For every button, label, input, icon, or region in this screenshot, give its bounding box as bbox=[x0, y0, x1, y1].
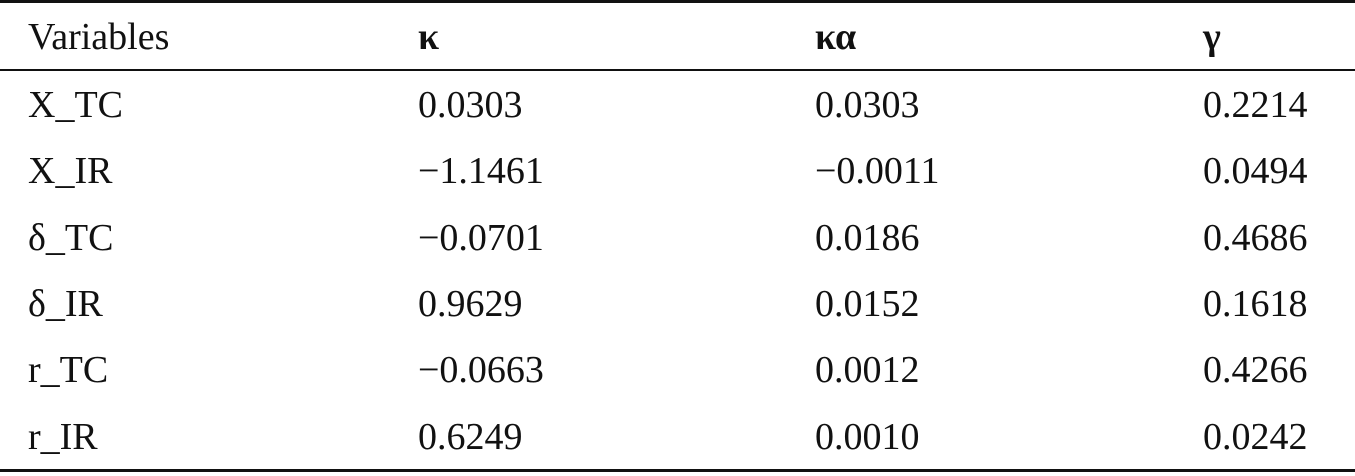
value-cell: 0.0186 bbox=[815, 216, 920, 259]
row-label: X_IR bbox=[28, 150, 113, 193]
row-label: X_TC bbox=[28, 84, 123, 126]
value-cell: 0.4686 bbox=[1203, 216, 1308, 259]
row-label: r_IR bbox=[28, 415, 98, 458]
value-cell: 0.0152 bbox=[815, 282, 920, 325]
value-cell: 0.0242 bbox=[1203, 415, 1308, 458]
value-cell: 0.6249 bbox=[418, 415, 523, 458]
value-cell: −0.0663 bbox=[418, 349, 544, 392]
value-cell: 0.0303 bbox=[815, 84, 920, 126]
value-cell: 0.0303 bbox=[418, 84, 523, 126]
top-rule bbox=[0, 0, 1355, 3]
row-label: r_TC bbox=[28, 349, 109, 392]
value-cell: 0.0012 bbox=[815, 349, 920, 392]
header-cell: γ bbox=[1203, 16, 1221, 58]
value-cell: 0.0494 bbox=[1203, 150, 1308, 193]
value-cell: 0.4266 bbox=[1203, 349, 1308, 392]
header-cell: Variables bbox=[28, 16, 170, 58]
value-cell: −0.0011 bbox=[815, 150, 940, 193]
header-cell: κα bbox=[815, 16, 857, 58]
header-rule bbox=[0, 69, 1355, 71]
row-label: δ_TC bbox=[28, 216, 114, 259]
bottom-rule bbox=[0, 469, 1355, 472]
value-cell: −1.1461 bbox=[418, 150, 544, 193]
value-cell: 0.2214 bbox=[1203, 84, 1308, 126]
value-cell: 0.0010 bbox=[815, 415, 920, 458]
row-label: δ_IR bbox=[28, 282, 103, 325]
value-cell: 0.9629 bbox=[418, 282, 523, 325]
value-cell: −0.0701 bbox=[418, 216, 544, 259]
value-cell: 0.1618 bbox=[1203, 282, 1308, 325]
header-cell: κ bbox=[418, 16, 440, 58]
